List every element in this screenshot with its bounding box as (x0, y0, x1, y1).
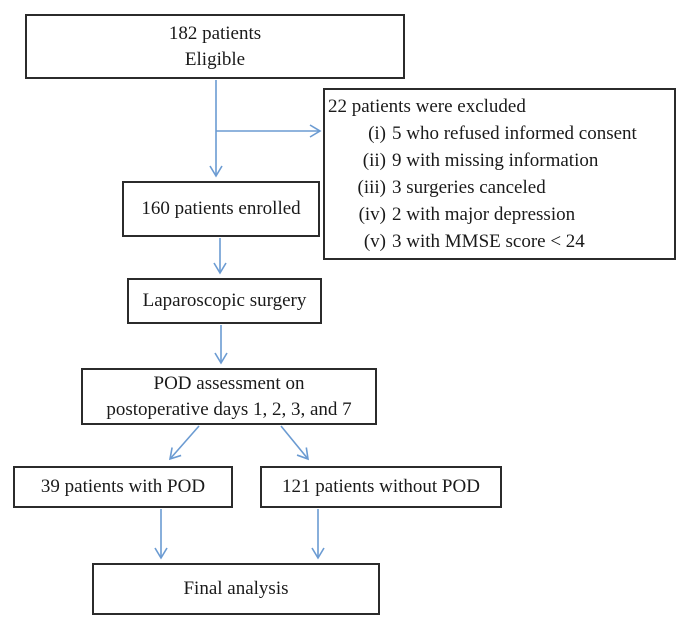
arrow-pod-to-without-pod (280, 425, 309, 461)
excluded-item-text: 3 surgeries canceled (392, 177, 546, 198)
surgery-box: Laparoscopic surgery (127, 278, 322, 324)
excluded-item-text: 2 with major depression (392, 204, 576, 225)
excluded-item-marker: (v) (363, 231, 386, 252)
final-analysis-label: Final analysis (183, 578, 289, 599)
enrolled-label: 160 patients enrolled (141, 198, 301, 219)
excluded-item: (ii) 9 with missing information (328, 147, 672, 174)
excluded-item: (i) 5 who refused informed consent (328, 120, 672, 147)
eligible-count: 182 patients (168, 22, 262, 44)
excluded-item: (iii) 3 surgeries canceled (328, 174, 672, 201)
eligible-label: Eligible (184, 48, 246, 70)
arrow-pod-to-with-pod (168, 425, 200, 461)
pod-assessment-line1: POD assessment on (153, 372, 305, 394)
excluded-item-text: 3 with MMSE score < 24 (392, 231, 585, 252)
pod-assessment-box: POD assessment on postoperative days 1, … (81, 368, 377, 425)
without-pod-box: 121 patients without POD (260, 466, 502, 508)
pod-assessment-line2: postoperative days 1, 2, 3, and 7 (106, 398, 352, 420)
excluded-item: (v) 3 with MMSE score < 24 (328, 228, 672, 255)
excluded-item: (iv) 2 with major depression (328, 201, 672, 228)
excluded-item-text: 9 with missing information (392, 150, 599, 171)
enrolled-box: 160 patients enrolled (122, 181, 320, 237)
excluded-box: 22 patients were excluded (i) 5 who refu… (323, 88, 676, 260)
surgery-label: Laparoscopic surgery (142, 290, 307, 311)
eligible-box: 182 patients Eligible (25, 14, 405, 79)
excluded-item-marker: (iii) (357, 177, 387, 198)
excluded-item-text: 5 who refused informed consent (392, 123, 637, 144)
excluded-item-marker: (iv) (358, 204, 386, 225)
excluded-item-marker: (ii) (362, 150, 386, 171)
with-pod-label: 39 patients with POD (40, 476, 206, 497)
without-pod-label: 121 patients without POD (282, 476, 480, 497)
excluded-item-marker: (i) (368, 123, 386, 144)
with-pod-box: 39 patients with POD (13, 466, 233, 508)
excluded-title: 22 patients were excluded (328, 96, 526, 117)
final-analysis-box: Final analysis (92, 563, 380, 615)
